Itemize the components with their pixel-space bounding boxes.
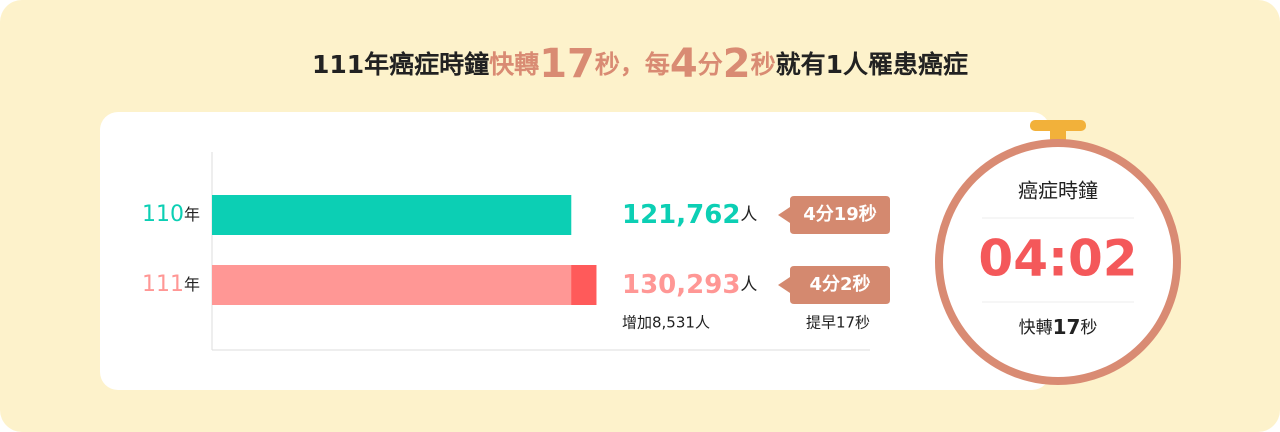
value-label: 130,293人	[622, 270, 757, 300]
title-part: 4	[670, 41, 698, 87]
badge	[778, 196, 890, 234]
title-part: 每	[645, 50, 670, 79]
title-part: 17	[539, 41, 595, 87]
time-label: 4分19秒	[803, 203, 877, 225]
category-label: 111年	[142, 272, 200, 297]
category-label: 110年	[142, 202, 200, 227]
clock-time: 04:02	[978, 230, 1137, 288]
clock-note-part: 17	[1053, 315, 1081, 339]
time-note: 提早17秒	[806, 314, 870, 332]
category-number: 111	[142, 272, 184, 297]
value-unit: 人	[740, 275, 757, 295]
title: 111年癌症時鐘快轉17秒，每4分2秒就有1人罹患癌症	[312, 41, 968, 87]
badge	[778, 266, 890, 304]
clock-note-part: 秒	[1080, 318, 1097, 338]
title-part: 快轉	[489, 50, 539, 79]
category-suffix: 年	[184, 205, 200, 224]
bar	[212, 265, 597, 305]
clock-face	[935, 139, 1181, 385]
category-suffix: 年	[184, 275, 200, 294]
title-part: 111年癌症時鐘	[312, 50, 489, 79]
value-number: 130,293	[622, 270, 740, 300]
increase-label: 增加8,531人	[622, 314, 710, 332]
clock-note: 快轉17秒	[1019, 315, 1098, 339]
value-label: 121,762人	[622, 200, 757, 230]
clock-knob	[1030, 120, 1086, 131]
increase-bar	[571, 265, 597, 305]
bar	[212, 195, 572, 235]
title-part: 秒	[751, 50, 776, 79]
value-number: 121,762	[622, 200, 740, 230]
category-number: 110	[142, 202, 184, 227]
clock-title: 癌症時鐘	[1018, 179, 1098, 203]
clock-note-part: 快轉	[1019, 318, 1053, 338]
value-unit: 人	[740, 205, 757, 225]
title-part: 就有1人罹患癌症	[776, 50, 968, 79]
title-part: 秒，	[595, 50, 645, 79]
time-label: 4分2秒	[809, 273, 870, 295]
title-part: 分	[698, 50, 723, 79]
clock-knob	[1050, 128, 1066, 142]
title-part: 2	[723, 41, 751, 87]
card	[100, 112, 1050, 390]
